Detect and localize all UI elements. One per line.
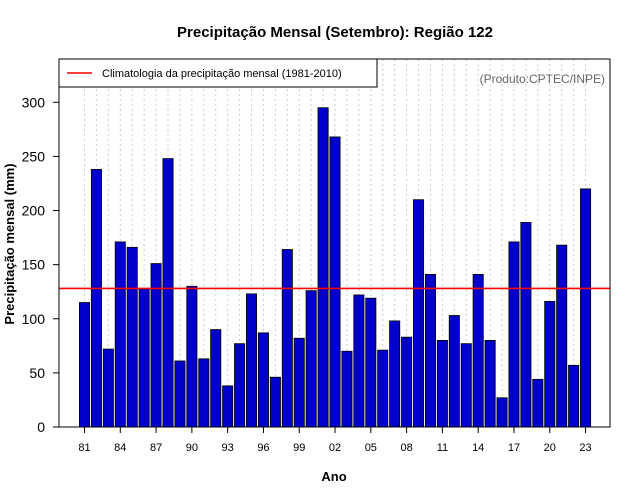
y-tick-label: 0 — [37, 419, 45, 435]
bar-07 — [389, 320, 401, 428]
y-tick-label: 200 — [22, 203, 46, 219]
y-tick-label: 300 — [22, 94, 46, 110]
bar-89 — [174, 360, 186, 428]
bar-99 — [293, 337, 305, 428]
y-tick-label: 150 — [22, 257, 46, 273]
bars — [79, 107, 592, 428]
bar-86 — [138, 288, 150, 428]
x-tick-label: 02 — [329, 442, 341, 454]
x-tick-label: 05 — [365, 442, 377, 454]
bar-10 — [424, 273, 436, 428]
bar-23 — [580, 188, 592, 428]
bar-95 — [246, 293, 258, 428]
y-tick-label: 250 — [22, 148, 46, 164]
x-tick-label: 11 — [437, 442, 448, 454]
bar-13 — [460, 343, 472, 428]
legend-label: Climatologia da precipitação mensal (198… — [102, 68, 342, 80]
bar-94 — [234, 343, 246, 428]
x-tick-label: 14 — [472, 442, 484, 454]
bar-14 — [472, 273, 484, 428]
x-axis: 81 84 87 90 93 96 99 02 05 08 11 14 17 20 23 — [78, 427, 592, 454]
bar-85 — [126, 246, 138, 428]
bar-16 — [496, 397, 508, 428]
bar-18 — [520, 222, 532, 428]
bar-17 — [508, 241, 520, 428]
bar-05 — [365, 297, 377, 428]
chart-title: Precipitação Mensal (Setembro): Região 1… — [177, 24, 493, 41]
bar-81 — [79, 302, 91, 428]
bar-08 — [401, 336, 413, 428]
x-tick-label: 96 — [257, 442, 269, 454]
bar-20 — [544, 301, 556, 428]
x-axis-title: Ano — [321, 469, 346, 484]
bar-92 — [210, 329, 222, 428]
bar-91 — [198, 358, 210, 428]
bar-06 — [377, 349, 389, 428]
x-tick-label: 81 — [78, 442, 90, 454]
y-tick-label: 100 — [22, 311, 46, 327]
bar-21 — [556, 244, 568, 428]
bar-93 — [222, 385, 234, 428]
bar-97 — [269, 376, 281, 428]
x-tick-label: 17 — [508, 442, 520, 454]
bar-19 — [532, 378, 544, 428]
bar-96 — [257, 332, 269, 428]
bar-04 — [353, 294, 365, 428]
y-tick-label: 50 — [29, 365, 45, 381]
bar-09 — [413, 199, 425, 428]
bar-00 — [305, 290, 317, 428]
x-tick-label: 23 — [579, 442, 591, 454]
bar-15 — [484, 340, 496, 428]
legend-box — [58, 58, 378, 88]
credit-text: (Produto:CPTEC/INPE) — [480, 72, 605, 86]
bar-01 — [317, 107, 329, 428]
x-tick-label: 90 — [186, 442, 198, 454]
y-axis-title: Precipitação mensal (mm) — [2, 163, 17, 324]
legend: Climatologia da precipitação mensal (198… — [58, 58, 378, 88]
bar-84 — [114, 241, 126, 428]
bar-82 — [90, 168, 102, 428]
x-tick-label: 08 — [400, 442, 412, 454]
bar-12 — [448, 315, 460, 428]
bar-90 — [186, 285, 198, 428]
bar-22 — [568, 364, 580, 428]
bar-98 — [281, 249, 293, 428]
bar-02 — [329, 136, 341, 428]
x-tick-label: 93 — [222, 442, 234, 454]
bar-11 — [436, 340, 448, 428]
x-tick-label: 20 — [544, 442, 556, 454]
bar-83 — [102, 348, 114, 428]
bar-03 — [341, 350, 353, 428]
x-tick-label: 99 — [293, 442, 305, 454]
x-tick-label: 84 — [114, 442, 126, 454]
bar-88 — [162, 158, 174, 428]
x-tick-label: 87 — [150, 442, 162, 454]
y-axis: 0 50 100 150 200 250 300 — [22, 94, 59, 435]
